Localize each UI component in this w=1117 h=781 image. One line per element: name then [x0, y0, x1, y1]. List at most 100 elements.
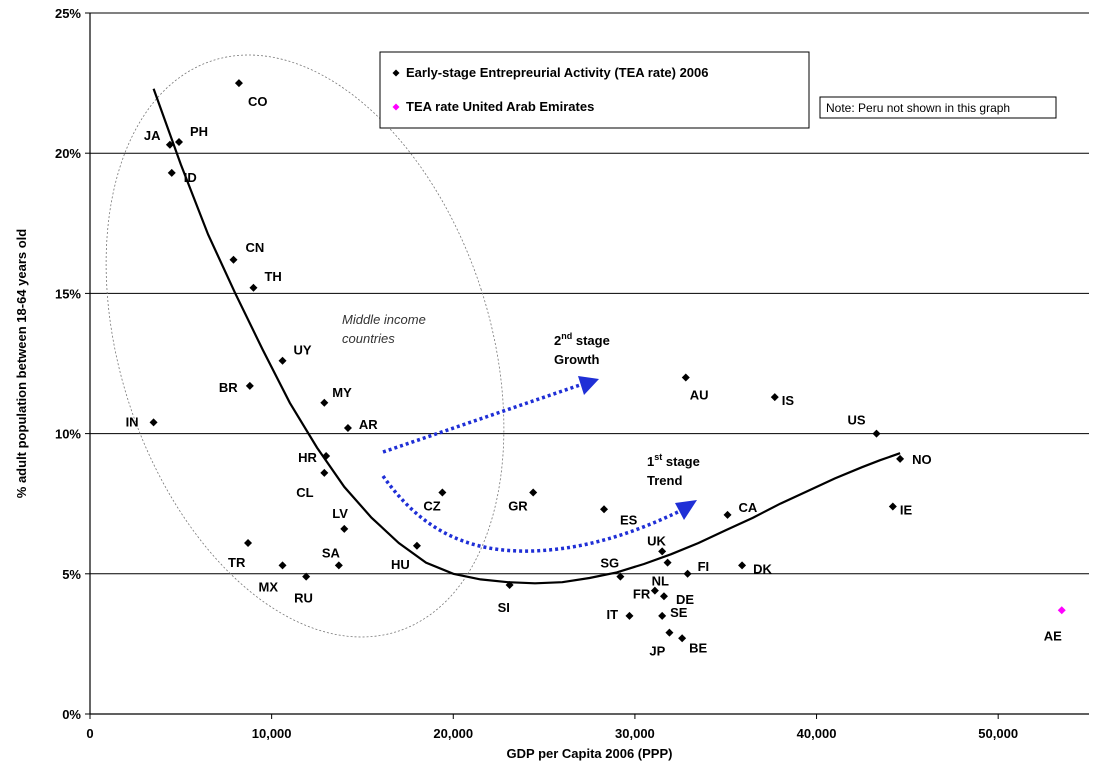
point-label-fr: FR [633, 587, 651, 602]
data-point-es [600, 505, 609, 514]
data-point-sg [616, 572, 625, 581]
data-point-uy [278, 356, 287, 365]
data-point-my [320, 398, 329, 407]
stage2-arrow-line [382, 383, 581, 454]
y-tick-label: 5% [62, 567, 81, 582]
data-point-ja [165, 140, 174, 149]
x-tick-label: 30,000 [615, 726, 655, 741]
point-label-tr: TR [228, 555, 246, 570]
data-point-lv [340, 524, 349, 533]
data-point-ph [175, 137, 184, 146]
data-point-mx [278, 561, 287, 570]
annotation-shapes [105, 54, 901, 638]
point-label-be: BE [689, 640, 707, 655]
data-point-cl [320, 468, 329, 477]
data-point-hu [412, 541, 421, 550]
point-label-id: ID [184, 170, 197, 185]
point-label-is: IS [782, 393, 795, 408]
legend-label-1: Early-stage Entrepreurial Activity (TEA … [406, 65, 709, 80]
data-point-ru [302, 572, 311, 581]
data-point-ie [888, 502, 897, 511]
data-point-si [505, 581, 514, 590]
data-point-ae [1057, 606, 1066, 615]
point-label-sa: SA [322, 545, 341, 560]
data-point-gr [529, 488, 538, 497]
stage2-label-line2: Growth [554, 352, 600, 367]
point-label-in: IN [126, 414, 139, 429]
data-point-uk [658, 547, 667, 556]
data-point-nl [663, 558, 672, 567]
stage1-arrow-head [675, 500, 697, 520]
point-label-us: US [847, 413, 865, 428]
point-label-no: NO [912, 452, 932, 467]
data-point-de [659, 592, 668, 601]
point-label-ie: IE [900, 503, 913, 518]
data-point-is [770, 393, 779, 402]
x-tick-label: 0 [86, 726, 93, 741]
data-point-dk [738, 561, 747, 570]
middle-income-ellipse [105, 54, 505, 638]
point-label-it: IT [606, 607, 618, 622]
data-point-in [149, 418, 158, 427]
data-point-se [658, 611, 667, 620]
data-point-au [681, 373, 690, 382]
point-label-cn: CN [245, 240, 264, 255]
x-tick-label: 10,000 [252, 726, 292, 741]
stage1-label-word: stage [662, 454, 700, 469]
y-tick-label: 25% [55, 6, 81, 21]
legend-marker-2 [392, 103, 400, 111]
stage1-label-line2: Trend [647, 473, 682, 488]
y-tick-label: 15% [55, 286, 81, 301]
data-point-cn [229, 255, 238, 264]
middle-income-label-1: Middle income [342, 312, 426, 327]
point-label-au: AU [690, 388, 709, 403]
stage2-label-line1: 2nd stage [554, 331, 610, 348]
point-label-es: ES [620, 512, 638, 527]
data-point-ca [723, 510, 732, 519]
legend-box [379, 51, 810, 129]
x-tick-label: 20,000 [433, 726, 473, 741]
point-label-jp: JP [649, 644, 665, 659]
legend: Early-stage Entrepreurial Activity (TEA … [379, 51, 810, 129]
annotation-texts: Note: Peru not shown in this graph Middle… [342, 96, 1057, 488]
point-label-ca: CA [739, 500, 758, 515]
legend-marker-1 [392, 69, 400, 77]
point-label-sg: SG [600, 556, 619, 571]
stage2-label-superscript: nd [561, 331, 572, 341]
point-label-co: CO [248, 94, 268, 109]
data-point-cz [438, 488, 447, 497]
x-tick-label: 40,000 [797, 726, 837, 741]
y-axis-title: % adult population between 18-64 years o… [14, 229, 29, 499]
data-point-co [234, 79, 243, 88]
stage1-label-superscript: st [654, 452, 662, 462]
grid-layer [90, 12, 1089, 575]
data-point-it [625, 611, 634, 620]
point-label-my: MY [332, 385, 352, 400]
stage2-label-number: 2 [554, 333, 561, 348]
point-label-mx: MX [259, 579, 279, 594]
y-tick-label: 20% [55, 146, 81, 161]
point-label-th: TH [264, 269, 281, 284]
point-label-ja: JA [144, 128, 161, 143]
point-label-ph: PH [190, 124, 208, 139]
x-axis-title: GDP per Capita 2006 (PPP) [507, 746, 673, 761]
y-tick-label: 10% [55, 427, 81, 442]
point-label-fi: FI [698, 559, 710, 574]
stage1-label-number: 1 [647, 454, 654, 469]
point-label-hr: HR [298, 450, 317, 465]
legend-label-2: TEA rate United Arab Emirates [406, 99, 594, 114]
data-point-ar [343, 423, 352, 432]
note-text: Note: Peru not shown in this graph [826, 101, 1010, 115]
axes-layer: 0% 5% 10% 15% 20% 25% 0 10,000 20,000 30,000 40,00… [14, 6, 1089, 761]
note-box [819, 96, 1057, 119]
data-point-be [678, 634, 687, 643]
point-label-cz: CZ [423, 498, 440, 513]
point-label-uy: UY [294, 343, 312, 358]
data-point-br [245, 381, 254, 390]
x-tick-label: 50,000 [978, 726, 1018, 741]
stage2-arrow-head [578, 376, 599, 395]
data-point-th [249, 283, 258, 292]
data-point-fr [650, 586, 659, 595]
